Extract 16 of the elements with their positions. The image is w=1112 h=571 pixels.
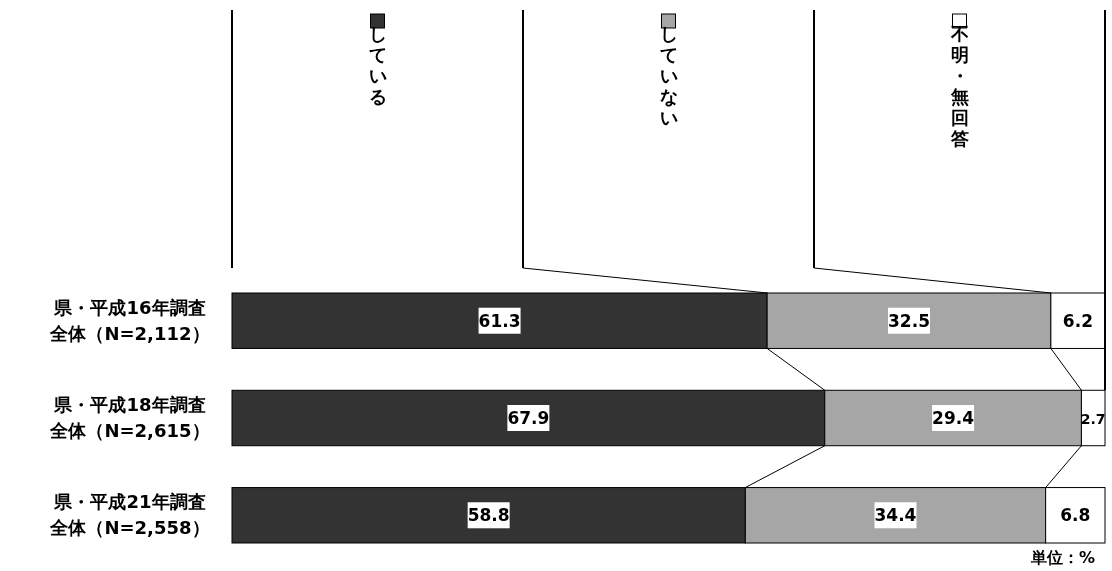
data-label: 67.9 — [507, 408, 550, 428]
data-label: 58.8 — [467, 505, 510, 526]
data-label: 34.4 — [874, 505, 917, 526]
y-tick-label: 県・平成16年調査全体（N=2,112） — [49, 296, 210, 344]
data-label: 6.8 — [1060, 505, 1091, 526]
data-label: 29.4 — [932, 408, 975, 428]
data-label: 2.7 — [1080, 411, 1106, 427]
y-tick-label: 県・平成21年調査全体（N=2,558） — [49, 491, 210, 539]
y-tick-label: 県・平成18年調査全体（N=2,615） — [49, 394, 210, 441]
data-label: 61.3 — [478, 310, 521, 331]
legend-label: していない — [659, 23, 678, 128]
legend-label: している — [368, 23, 387, 107]
data-label: 6.2 — [1062, 310, 1093, 331]
annotation: 単位：% — [1029, 548, 1095, 567]
legend-label: 不明・無回答 — [949, 23, 969, 149]
data-label: 32.5 — [888, 310, 930, 331]
